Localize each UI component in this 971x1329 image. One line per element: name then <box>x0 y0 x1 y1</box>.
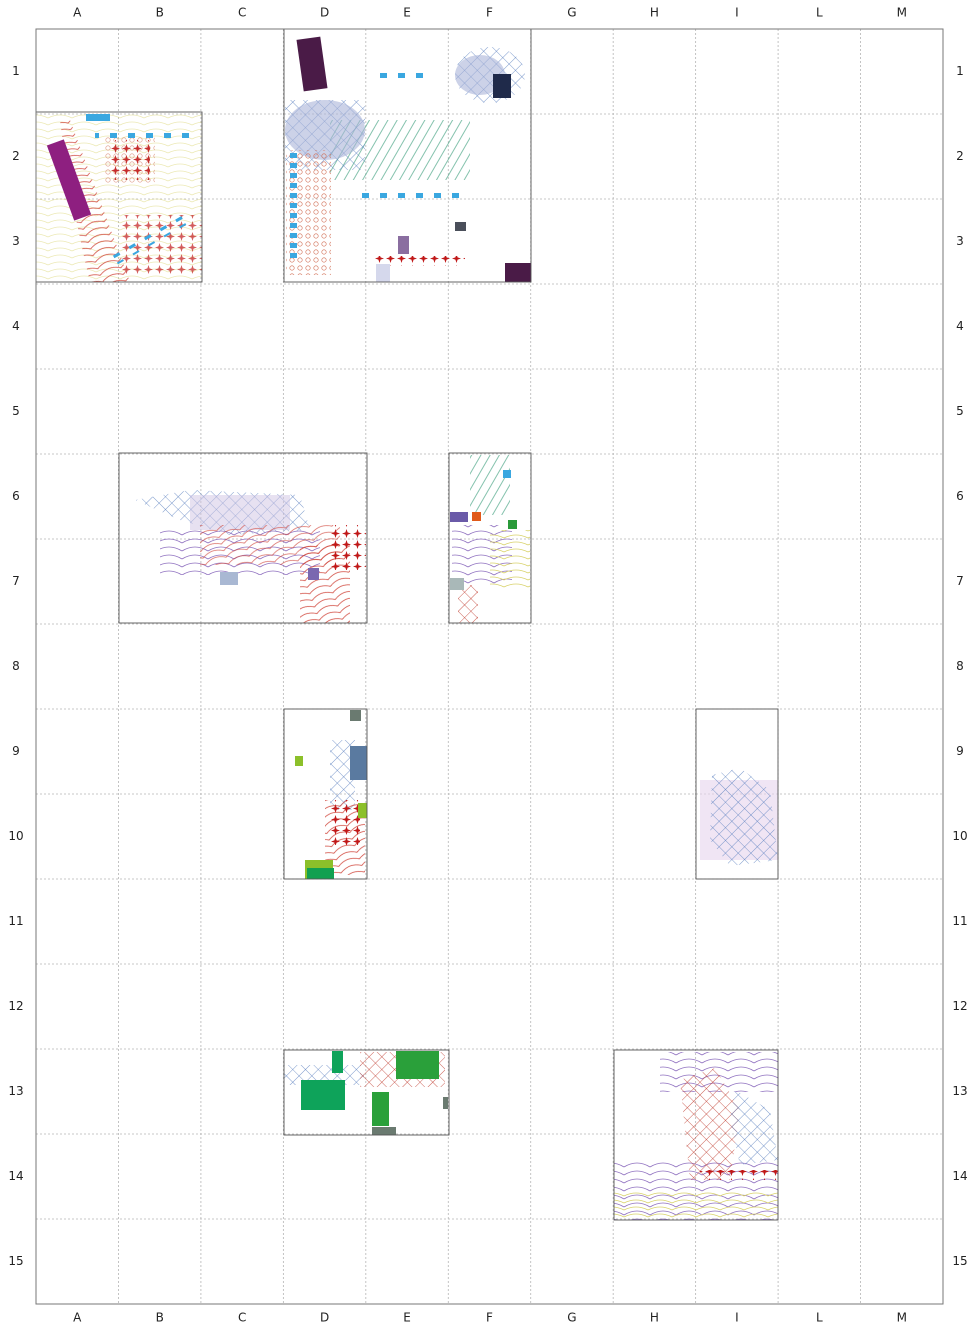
row-label: 15 <box>952 1254 967 1268</box>
row-label: 4 <box>12 319 20 333</box>
row-label: 11 <box>952 914 967 928</box>
column-label: A <box>73 6 82 20</box>
column-label: F <box>486 6 493 20</box>
column-label: E <box>403 6 411 20</box>
column-label: D <box>320 6 329 20</box>
panel <box>119 453 367 623</box>
column-label: M <box>897 6 907 20</box>
row-label: 14 <box>952 1169 967 1183</box>
column-label: I <box>735 6 739 20</box>
row-label: 3 <box>956 234 964 248</box>
row-label: 6 <box>956 489 964 503</box>
row-label: 15 <box>8 1254 23 1268</box>
column-label: D <box>320 1311 329 1325</box>
row-label: 14 <box>8 1169 23 1183</box>
column-label: L <box>816 6 823 20</box>
column-label: G <box>567 6 576 20</box>
panel <box>449 453 531 623</box>
column-label: C <box>238 1311 246 1325</box>
page: {"columns": ["A", "B", "C", "D", "E", "F… <box>0 0 971 1325</box>
column-label: A <box>73 1311 82 1325</box>
row-label: 1 <box>12 64 20 78</box>
row-label: 12 <box>8 999 23 1013</box>
column-label: B <box>156 6 164 20</box>
row-label: 3 <box>12 234 20 248</box>
row-label: 13 <box>8 1084 23 1098</box>
column-label: B <box>156 1311 164 1325</box>
row-label: 2 <box>956 149 964 163</box>
column-label: I <box>735 1311 739 1325</box>
row-label: 11 <box>8 914 23 928</box>
row-label: 4 <box>956 319 964 333</box>
row-label: 8 <box>12 659 20 673</box>
column-label: E <box>403 1311 411 1325</box>
row-label: 10 <box>952 829 967 843</box>
row-label: 13 <box>952 1084 967 1098</box>
row-label: 9 <box>956 744 964 758</box>
column-label: H <box>650 1311 659 1325</box>
grid-sheet: AABBCCDDEEFFGGHHIILLMM112233445566778899… <box>0 0 971 1325</box>
column-label: L <box>816 1311 823 1325</box>
row-label: 7 <box>956 574 964 588</box>
row-label: 2 <box>12 149 20 163</box>
row-label: 7 <box>12 574 20 588</box>
column-label: M <box>897 1311 907 1325</box>
column-label: G <box>567 1311 576 1325</box>
row-label: 5 <box>956 404 964 418</box>
row-label: 9 <box>12 744 20 758</box>
panel <box>614 1050 778 1220</box>
column-label: H <box>650 6 659 20</box>
row-label: 10 <box>8 829 23 843</box>
column-label: F <box>486 1311 493 1325</box>
row-label: 12 <box>952 999 967 1013</box>
row-label: 5 <box>12 404 20 418</box>
column-label: C <box>238 6 246 20</box>
panel <box>284 29 531 282</box>
panel <box>36 112 202 282</box>
row-label: 6 <box>12 489 20 503</box>
row-label: 1 <box>956 64 964 78</box>
panel <box>696 709 778 879</box>
row-label: 8 <box>956 659 964 673</box>
panel <box>284 1050 449 1135</box>
